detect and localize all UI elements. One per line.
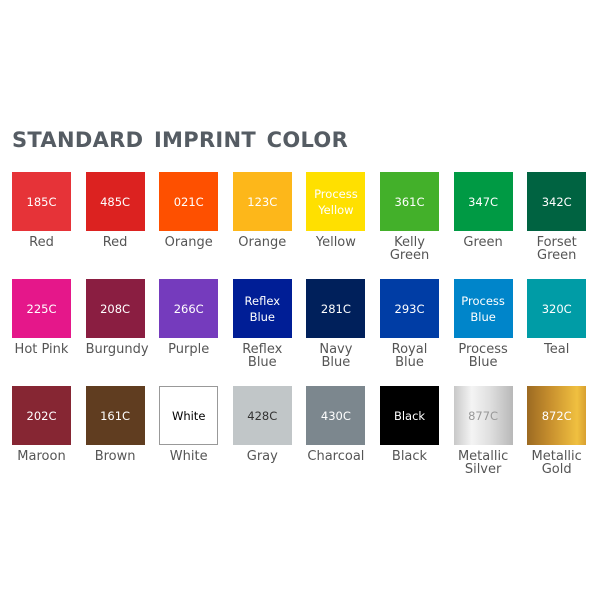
color-swatch: 021C (159, 172, 219, 231)
color-item: 202C Maroon (12, 386, 72, 463)
color-swatch: 877C (453, 386, 513, 445)
color-item: 320C Teal (527, 279, 587, 356)
color-item: 877C Metallic Silver (453, 386, 514, 477)
color-swatch: 293C (380, 279, 439, 338)
color-swatch: 161C (85, 386, 145, 445)
color-item: 293C Royal Blue (380, 279, 440, 369)
color-swatch: 185C (12, 172, 71, 231)
color-item: 185C Red (12, 172, 72, 249)
color-name: Brown (94, 449, 136, 464)
color-item: Black Black (380, 386, 440, 463)
color-item: 428C Gray (232, 386, 293, 464)
color-name: Hot Pink (14, 342, 69, 357)
color-swatch: 342C (527, 172, 587, 231)
color-name: Green (463, 235, 503, 250)
color-swatch: Black (380, 386, 439, 445)
color-name: Royal Blue (391, 342, 428, 370)
color-item: 123C Orange (232, 172, 293, 250)
color-swatch: 872C (527, 386, 587, 445)
color-item: Process Yellow Yellow (306, 172, 366, 249)
color-item: 225C Hot Pink (12, 279, 72, 356)
color-swatch: 485C (85, 172, 145, 231)
color-item: 266C Purple (159, 279, 219, 356)
color-swatch: 361C (380, 172, 439, 231)
color-swatch: 281C (306, 279, 366, 338)
color-name: Black (391, 449, 428, 464)
color-name: Gray (246, 449, 278, 464)
color-item: 430C Charcoal (306, 386, 366, 463)
color-name: Red (29, 235, 54, 250)
color-name: Navy Blue (319, 342, 353, 370)
color-name: White (169, 449, 208, 464)
color-item: Reflex Blue Reflex Blue (232, 279, 293, 370)
color-swatch: 320C (527, 279, 587, 338)
color-item: 872C Metallic Gold (527, 386, 587, 476)
color-name: Process Blue (458, 342, 508, 370)
color-swatch: 202C (12, 386, 71, 445)
color-swatch: Process Yellow (306, 172, 366, 231)
page-title: STANDARD IMPRINT COLOR (12, 128, 349, 152)
color-swatch: Process Blue (453, 279, 513, 338)
color-swatch: White (159, 386, 219, 445)
color-name: Teal (544, 342, 570, 357)
color-swatch: 225C (12, 279, 71, 338)
color-swatch: 266C (159, 279, 219, 338)
color-name: Red (102, 235, 128, 250)
color-name: Maroon (17, 449, 66, 464)
color-item: 347C Green (453, 172, 514, 250)
color-swatch: Reflex Blue (232, 279, 292, 338)
color-name: Yellow (315, 235, 356, 250)
color-item: 021C Orange (159, 172, 219, 249)
color-item: 342C Forset Green (527, 172, 587, 262)
color-name: Orange (238, 235, 287, 250)
color-name: Reflex Blue (242, 342, 283, 370)
color-item: White White (159, 386, 219, 463)
color-name: Purple (168, 342, 210, 357)
color-name: Forset Green (536, 235, 577, 263)
color-swatch: 347C (453, 172, 513, 231)
color-swatch: 428C (232, 386, 292, 445)
color-item: 281C Navy Blue (306, 279, 366, 369)
color-swatch: 208C (85, 279, 145, 338)
color-swatch: 430C (306, 386, 366, 445)
color-name: Charcoal (307, 449, 365, 464)
color-item: Process Blue Process Blue (453, 279, 514, 370)
color-swatch: 123C (232, 172, 292, 231)
color-name: Metallic Silver (457, 449, 509, 477)
color-item: 161C Brown (85, 386, 146, 464)
color-name: Metallic Gold (531, 449, 582, 477)
color-name: Burgundy (85, 342, 149, 357)
color-item: 485C Red (85, 172, 146, 250)
color-item: 208C Burgundy (85, 279, 149, 357)
color-item: 361C Kelly Green (380, 172, 440, 262)
color-name: Kelly Green (389, 235, 430, 263)
color-name: Orange (164, 235, 213, 250)
